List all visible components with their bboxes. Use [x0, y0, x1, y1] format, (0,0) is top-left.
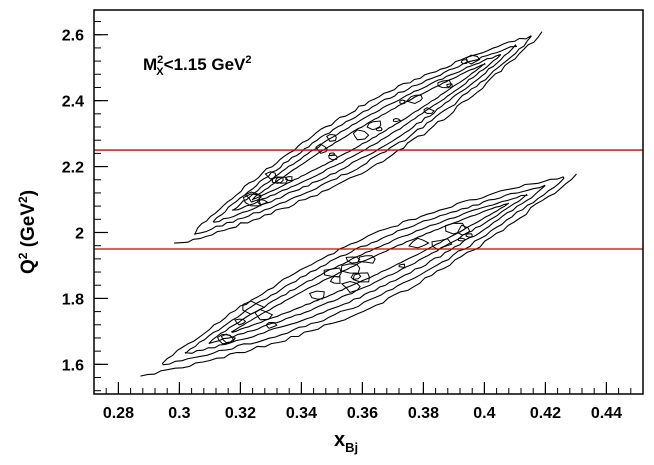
contour-level — [184, 184, 546, 354]
x-tick-label: 0.38 — [408, 405, 439, 422]
y-tick-label: 1.6 — [62, 357, 84, 374]
y-tick-label: 2.2 — [62, 160, 84, 177]
x-tick-label: 0.3 — [168, 405, 190, 422]
contour-island — [352, 129, 370, 141]
plot-frame — [93, 9, 644, 395]
x-tick-label: 0.28 — [103, 405, 134, 422]
contour-island — [352, 272, 370, 283]
contour-level — [193, 35, 532, 236]
x-tick-label: 0.32 — [225, 405, 256, 422]
contour-island — [285, 175, 293, 182]
contour-island — [366, 120, 382, 131]
contour-island — [234, 318, 247, 326]
contour-island — [408, 237, 430, 249]
contour-level — [174, 31, 543, 244]
contour-island — [398, 263, 406, 269]
contour-island — [405, 94, 423, 105]
contour-island — [315, 143, 328, 154]
contour-island — [266, 322, 278, 329]
contour-island — [220, 333, 236, 344]
contour-island — [423, 107, 435, 115]
contour-island — [328, 152, 336, 157]
y-tick-label: 1.8 — [62, 291, 84, 308]
reference-lines — [94, 149, 643, 250]
x-tick-label: 0.4 — [473, 405, 495, 422]
contour-island — [466, 54, 481, 65]
contour-level — [208, 193, 528, 344]
contour-island — [308, 290, 325, 300]
contour-island — [345, 256, 361, 264]
contour-island — [340, 263, 361, 274]
x-tick-label: 0.36 — [347, 405, 378, 422]
contour-island — [399, 99, 406, 105]
contour-level — [140, 173, 577, 377]
contour-bands — [140, 31, 577, 377]
y-tick-label: 2.6 — [62, 28, 84, 45]
contour-level — [231, 202, 510, 333]
contour-island — [431, 238, 453, 251]
x-axis-label: xBj — [334, 429, 358, 455]
contour-island — [242, 300, 266, 315]
contour-island — [457, 237, 467, 242]
contour-island — [329, 275, 341, 284]
contour-island — [456, 224, 471, 236]
contour-island — [392, 117, 402, 123]
contour-level — [231, 53, 502, 211]
contour-island — [437, 79, 452, 89]
y-axis-label: Q2 (GeV2) — [16, 190, 39, 274]
x-tick-label: 0.34 — [286, 405, 317, 422]
y-axis-ticks: 1.6 1.8 2 2.2 2.4 2.6 — [62, 21, 108, 392]
contour-island — [274, 176, 289, 184]
contour-island — [254, 308, 274, 321]
contour-island — [328, 154, 338, 161]
contour-island — [350, 272, 362, 280]
contour-island — [271, 176, 284, 184]
contour-island — [375, 126, 383, 132]
y-tick-label: 2 — [75, 225, 84, 242]
contour-island — [465, 233, 473, 238]
contour-island — [340, 280, 361, 293]
x-tick-label: 0.42 — [530, 405, 561, 422]
y-tick-label: 2.4 — [62, 94, 84, 111]
contour-level — [161, 176, 565, 366]
contour-island — [325, 133, 337, 142]
x-axis-ticks: 0.28 0.3 0.32 0.34 0.36 0.38 0.4 0.42 0.44 — [93, 382, 632, 422]
contour-island — [244, 191, 262, 203]
cut-annotation: M2 X<1.15 GeV2 — [143, 54, 252, 78]
contour-island — [256, 199, 269, 206]
x-tick-label: 0.44 — [591, 405, 622, 422]
contour-island — [444, 222, 467, 235]
